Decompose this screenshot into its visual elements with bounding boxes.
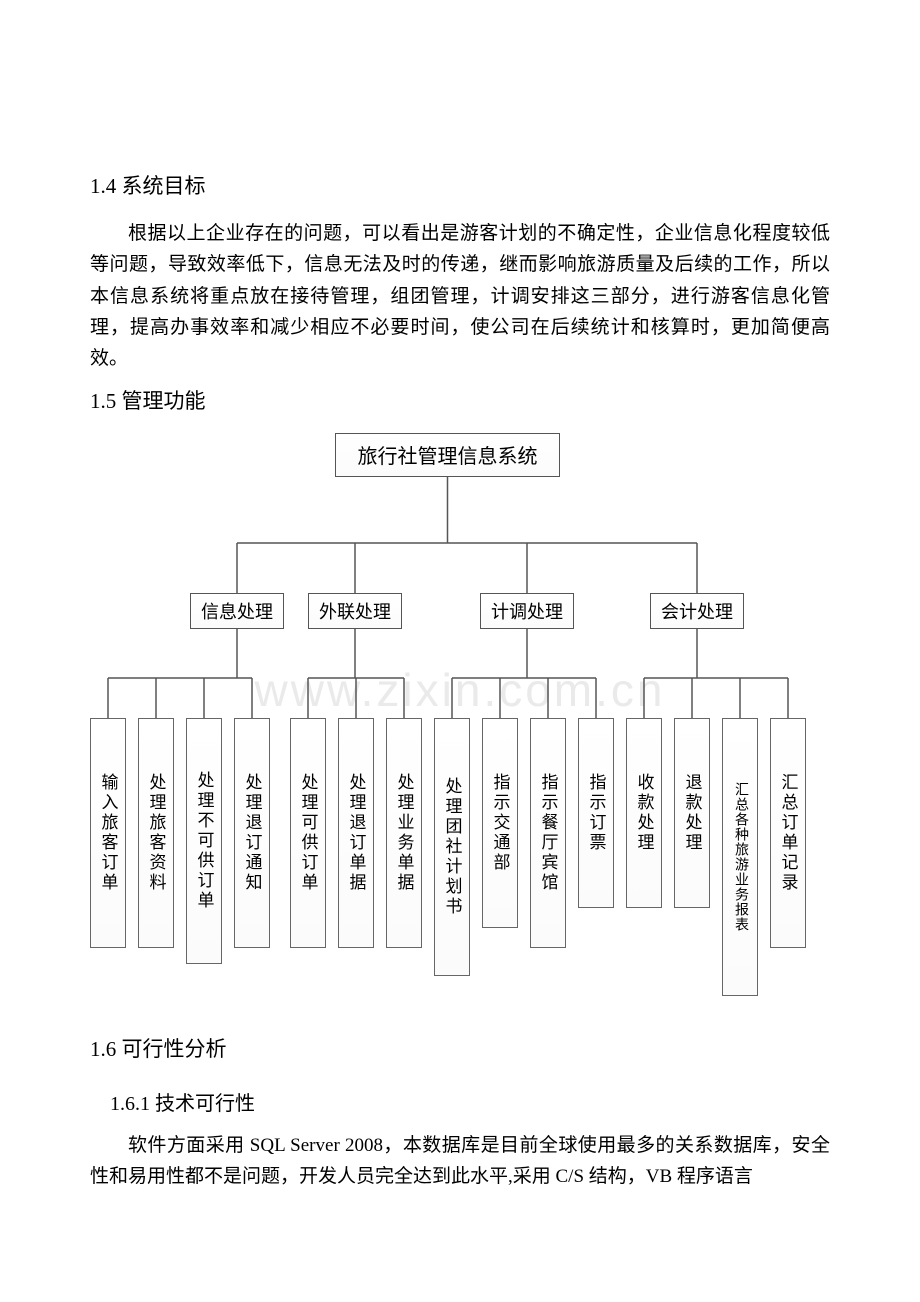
- tree-leaf: 汇总订单记录: [770, 718, 806, 948]
- tree-root: 旅行社管理信息系统: [335, 433, 560, 477]
- tree-leaf: 收款处理: [626, 718, 662, 908]
- tree-leaf: 处理团社计划书: [434, 718, 470, 976]
- section-1-5-title: 1.5 管理功能: [90, 385, 830, 415]
- tree-leaf: 指示餐厅宾馆: [530, 718, 566, 948]
- tree-branch-plan: 计调处理: [480, 593, 574, 629]
- section-1-6-1-paragraph: 软件方面采用 SQL Server 2008，本数据库是目前全球使用最多的关系数…: [90, 1130, 830, 1193]
- tree-branch-acc: 会计处理: [650, 593, 744, 629]
- tree-leaf: 指示订票: [578, 718, 614, 908]
- tree-leaf: 指示交通部: [482, 718, 518, 928]
- tree-leaf: 输入旅客订单: [90, 718, 126, 948]
- section-1-4-title: 1.4 系统目标: [90, 170, 830, 200]
- tree-branch-info: 信息处理: [190, 593, 284, 629]
- tree-leaf: 处理可供订单: [290, 718, 326, 948]
- tree-leaf: 处理退订通知: [234, 718, 270, 948]
- function-tree-diagram: www.zixin.com.cn 旅行社管理信息系统信息处理外联处理计调处理会计…: [90, 433, 830, 1003]
- tree-leaf: 退款处理: [674, 718, 710, 908]
- tree-leaf: 处理业务单据: [386, 718, 422, 948]
- tree-leaf: 处理退订单据: [338, 718, 374, 948]
- tree-leaf: 汇总各种旅游业务报表: [722, 718, 758, 996]
- tree-leaf: 处理不可供订单: [186, 718, 222, 964]
- section-1-6-title: 1.6 可行性分析: [90, 1033, 830, 1063]
- tree-leaf: 处理旅客资料: [138, 718, 174, 948]
- tree-branch-ext: 外联处理: [308, 593, 402, 629]
- section-1-4-paragraph: 根据以上企业存在的问题，可以看出是游客计划的不确定性，企业信息化程度较低等问题，…: [90, 218, 830, 375]
- section-1-6-1-title: 1.6.1 技术可行性: [110, 1087, 830, 1116]
